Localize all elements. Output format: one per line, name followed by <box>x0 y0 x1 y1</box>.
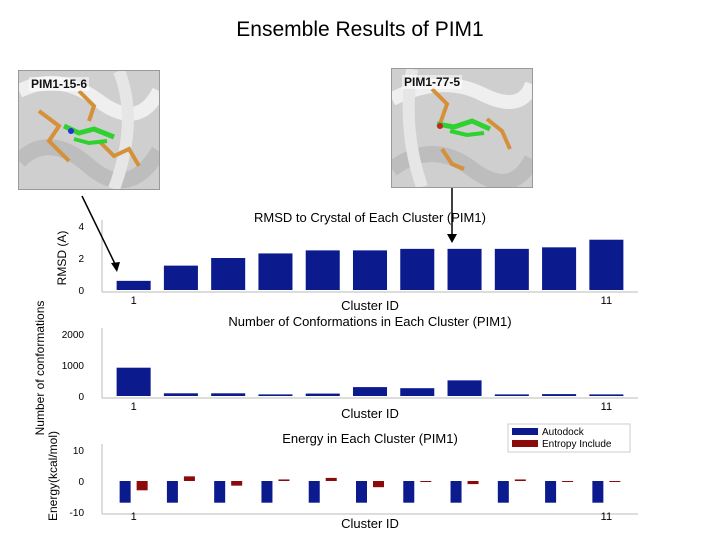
chart-title: Energy in Each Cluster (PIM1) <box>282 431 458 446</box>
arrowhead <box>111 262 120 272</box>
bar <box>211 258 246 290</box>
chart-title: Number of Conformations in Each Cluster … <box>228 314 511 329</box>
bar-autodock <box>497 481 509 503</box>
pointer-arrow-cluster-1 <box>81 195 118 269</box>
bar-entropy-include <box>420 481 432 482</box>
x-tick-label: 11 <box>601 401 612 413</box>
x-axis-label: Cluster ID <box>341 406 399 421</box>
structure-label: PIM1-77-5 <box>402 75 463 89</box>
bar-entropy-include <box>373 481 384 488</box>
legend-label: Autodock <box>542 427 585 438</box>
x-tick-label: 11 <box>601 295 612 307</box>
bar-autodock <box>403 481 415 503</box>
bar <box>116 280 151 290</box>
bar <box>400 248 435 290</box>
bar <box>258 253 293 290</box>
bar-entropy-include <box>609 481 621 482</box>
bar-autodock <box>450 481 462 503</box>
bar-entropy-include <box>325 477 337 481</box>
x-tick-label: 1 <box>131 511 137 523</box>
bar <box>305 393 340 396</box>
bar <box>163 265 198 290</box>
bar <box>542 394 577 396</box>
bar <box>400 388 435 396</box>
bar <box>542 247 577 290</box>
bar-entropy-include <box>231 481 243 486</box>
bar <box>447 248 482 290</box>
legend-label: Entropy Include <box>542 439 612 450</box>
bar-autodock <box>545 481 557 503</box>
bar <box>116 367 151 396</box>
bar <box>494 394 529 396</box>
x-axis-label: Cluster ID <box>341 298 399 313</box>
x-axis-label: Cluster ID <box>341 516 399 531</box>
y-axis-label: Number of conformations <box>33 301 47 436</box>
bar <box>494 248 529 290</box>
y-tick-label: 4 <box>78 222 84 233</box>
y-tick-label: 2 <box>78 254 84 265</box>
y-axis-label: Energy(kcal/mol) <box>46 431 60 521</box>
bar-autodock <box>356 481 367 503</box>
y-axis-label: RMSD (A) <box>55 231 69 286</box>
bar <box>352 387 388 396</box>
slide-title: Ensemble Results of PIM1 <box>236 18 484 41</box>
chart-title: RMSD to Crystal of Each Cluster (PIM1) <box>254 210 486 225</box>
structure-image-2: PIM1-77-5 <box>391 68 533 188</box>
bar-autodock <box>592 481 604 503</box>
bar-entropy-include <box>514 479 526 481</box>
bar-autodock <box>308 481 320 503</box>
y-tick-label: 1000 <box>62 361 85 372</box>
x-tick-label: 11 <box>601 511 612 523</box>
bar-entropy-include <box>278 479 290 481</box>
y-tick-label: 2000 <box>62 330 85 341</box>
legend-swatch <box>512 428 538 435</box>
bar <box>589 394 624 396</box>
bar <box>258 394 293 396</box>
y-tick-label: 0 <box>78 477 84 488</box>
bar <box>352 250 388 290</box>
bar <box>163 393 198 396</box>
bar <box>305 250 340 290</box>
arrowhead <box>447 234 457 243</box>
bar <box>211 393 246 396</box>
y-tick-label: 10 <box>73 446 85 457</box>
bar-entropy-include <box>183 476 195 481</box>
bar-entropy-include <box>136 481 148 491</box>
bar <box>589 239 624 290</box>
bar-entropy-include <box>562 481 574 482</box>
y-tick-label: 0 <box>78 392 84 403</box>
bar-autodock <box>214 481 226 503</box>
bar-autodock <box>166 481 178 503</box>
y-tick-label: 0 <box>78 286 84 297</box>
y-tick-label: -10 <box>70 508 85 519</box>
x-tick-label: 1 <box>131 295 137 307</box>
structure-label: PIM1-15-6 <box>29 77 90 91</box>
structure-image-1: PIM1-15-6 <box>18 70 160 190</box>
x-tick-label: 1 <box>131 401 137 413</box>
bar-autodock <box>119 481 131 503</box>
bar-autodock <box>261 481 273 503</box>
bar-entropy-include <box>467 481 479 485</box>
bar <box>447 380 482 396</box>
legend-swatch <box>512 440 538 447</box>
